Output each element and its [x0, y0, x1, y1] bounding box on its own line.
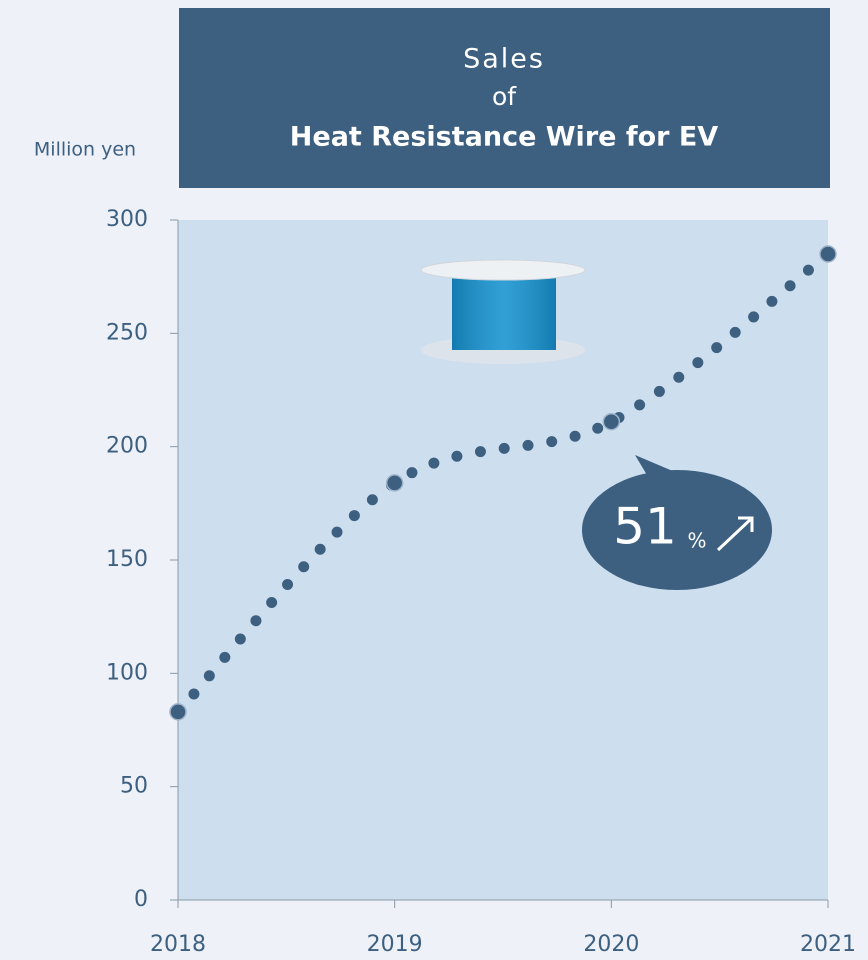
y-tick-label: 200: [106, 434, 148, 459]
line: [172, 248, 834, 718]
x-tick-label: 2020: [583, 932, 639, 957]
marks: [169, 245, 837, 721]
point: [602, 412, 621, 431]
title-line: Sales: [463, 44, 545, 75]
callout: 51 %: [582, 455, 772, 590]
y-tick-label: 150: [106, 547, 148, 572]
point: [169, 703, 187, 721]
title-line: of: [492, 82, 517, 111]
x-tick-label: 2018: [150, 932, 206, 957]
y-tick-label: 100: [106, 660, 148, 685]
x-tick-label: 2021: [800, 932, 856, 957]
y-tick-label: 300: [106, 207, 148, 232]
title-box: [179, 8, 830, 188]
y-tick-label: 0: [134, 887, 148, 912]
callout-unit: %: [687, 529, 706, 553]
y-tick-label: 50: [120, 774, 148, 799]
x-tick-label: 2019: [367, 932, 423, 957]
y-axis-label: Million yen: [34, 139, 136, 161]
point: [385, 474, 404, 492]
title-line: Heat Resistance Wire for EV: [290, 122, 719, 153]
point: [819, 245, 837, 263]
spool-icon: [420, 259, 586, 364]
y-tick-label: 250: [106, 320, 148, 345]
callout-number: 51: [613, 498, 677, 556]
